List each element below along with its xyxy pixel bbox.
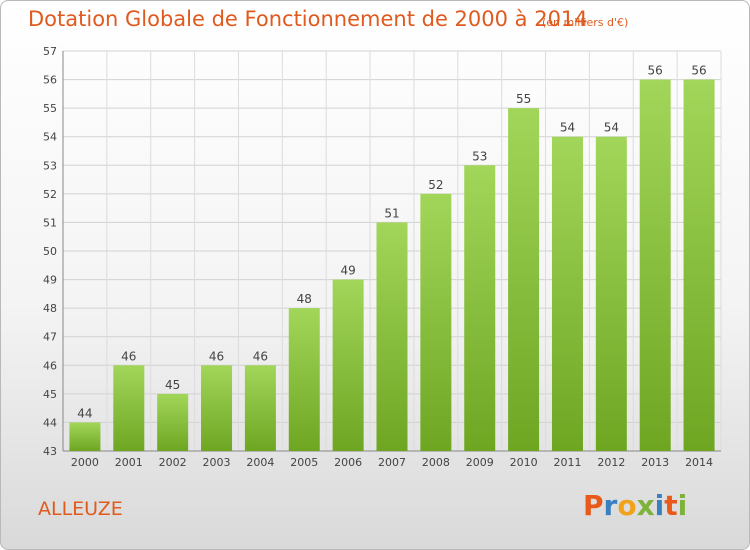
y-tick-label: 48: [43, 302, 57, 315]
x-tick-label: 2009: [466, 456, 494, 469]
x-tick-label: 2002: [159, 456, 187, 469]
y-tick-label: 49: [43, 274, 57, 287]
x-tick-label: 2007: [378, 456, 406, 469]
y-tick-label: 45: [43, 388, 57, 401]
bar-2013[interactable]: [639, 79, 671, 452]
bar-2006[interactable]: [332, 279, 364, 451]
y-tick-label: 56: [43, 74, 57, 87]
y-tick-label: 46: [43, 359, 57, 372]
chart-subtitle: (en milliers d'€): [542, 16, 629, 29]
data-label: 52: [428, 178, 443, 192]
data-label: 45: [165, 378, 180, 392]
data-label: 56: [691, 64, 706, 78]
x-tick-label: 2006: [334, 456, 362, 469]
bar-2005[interactable]: [288, 308, 320, 451]
bar-2002[interactable]: [157, 393, 189, 451]
y-tick-label: 57: [43, 45, 57, 58]
data-label: 54: [560, 121, 575, 135]
data-label: 55: [516, 92, 531, 106]
y-tick-label: 47: [43, 331, 57, 344]
logo-letter: i: [677, 489, 688, 522]
y-tick-label: 51: [43, 216, 57, 229]
bar-2010[interactable]: [508, 108, 540, 452]
y-tick-label: 50: [43, 245, 57, 258]
bar-2003[interactable]: [201, 365, 233, 451]
data-label: 53: [472, 149, 487, 163]
data-label: 51: [384, 206, 399, 220]
x-tick-label: 2003: [203, 456, 231, 469]
y-tick-label: 54: [43, 131, 57, 144]
bar-2011[interactable]: [551, 136, 583, 451]
data-label: 46: [209, 349, 224, 363]
logo-letter: t: [664, 489, 678, 522]
logo-letter: P: [583, 489, 604, 522]
data-label: 49: [340, 264, 355, 278]
proxiti-logo[interactable]: Proxiti: [583, 489, 687, 522]
bar-2014[interactable]: [683, 79, 715, 452]
bar-2008[interactable]: [420, 193, 452, 451]
y-tick-label: 52: [43, 188, 57, 201]
data-label: 54: [604, 121, 619, 135]
bar-2007[interactable]: [376, 222, 408, 451]
y-tick-label: 43: [43, 445, 57, 458]
axis-layer: 43 44 45 46 47 48 49 50 51 52 53 54 55 56 57 2000 2001 20…: [43, 45, 721, 469]
x-tick-label: 2013: [641, 456, 669, 469]
bar-layer: 44 46 45 46 46 48 49 51 52 53 55 54 54 56 56: [69, 64, 715, 452]
data-label: 48: [297, 292, 312, 306]
logo-letter: r: [603, 489, 618, 522]
chart-title: Dotation Globale de Fonctionnement de 20…: [28, 7, 588, 31]
y-tick-label: 53: [43, 159, 57, 172]
y-tick-label: 55: [43, 102, 57, 115]
x-tick-label: 2004: [246, 456, 274, 469]
x-tick-label: 2014: [685, 456, 713, 469]
x-tick-label: 2000: [71, 456, 99, 469]
commune-name: ALLEUZE: [38, 498, 123, 520]
logo-letter: i: [654, 489, 665, 522]
x-tick-label: 2010: [510, 456, 538, 469]
x-tick-label: 2008: [422, 456, 450, 469]
bar-2000[interactable]: [69, 422, 101, 451]
bar-2004[interactable]: [244, 365, 276, 451]
data-label: 56: [648, 64, 663, 78]
y-tick-label: 44: [43, 416, 57, 429]
x-tick-label: 2011: [553, 456, 581, 469]
logo-letter: o: [617, 489, 637, 522]
x-tick-label: 2001: [115, 456, 143, 469]
x-tick-label: 2012: [597, 456, 625, 469]
x-tick-label: 2005: [290, 456, 318, 469]
bar-2012[interactable]: [595, 136, 627, 451]
data-label: 44: [77, 406, 92, 420]
bar-2001[interactable]: [113, 365, 145, 451]
data-label: 46: [253, 349, 268, 363]
data-label: 46: [121, 349, 136, 363]
bar-2009[interactable]: [464, 165, 496, 452]
logo-letter: x: [636, 489, 655, 522]
